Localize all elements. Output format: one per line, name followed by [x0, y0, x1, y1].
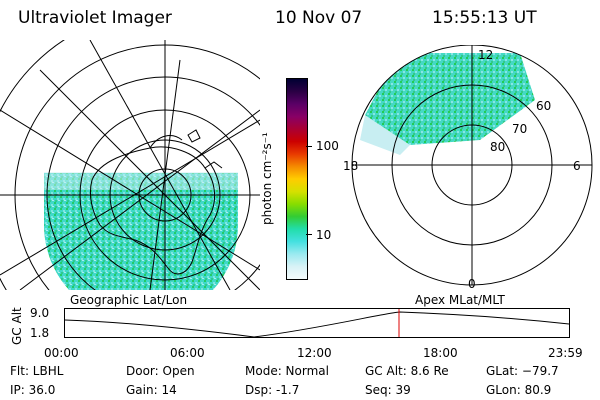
mlt-label-0: 0	[468, 277, 476, 291]
colorbar	[286, 78, 308, 280]
plot-xtick-3: 18:00	[423, 346, 458, 360]
mlat-label-60: 60	[536, 99, 551, 113]
dsp-info: Dsp: -1.7	[245, 383, 300, 397]
mode-info: Mode: Normal	[245, 364, 329, 378]
gc-alt-info: GC Alt: 8.6 Re	[365, 364, 449, 378]
ip-info: IP: 36.0	[10, 383, 56, 397]
orbit-altitude-plot	[64, 308, 570, 338]
glat-info: GLat: −79.7	[486, 364, 559, 378]
plot-left-title: Geographic Lat/Lon	[70, 293, 188, 307]
geographic-map	[0, 40, 260, 290]
colorbar-tick-100: 100	[316, 139, 339, 153]
plot-right-title: Apex MLat/MLT	[415, 293, 505, 307]
filter-info: Flt: LBHL	[10, 364, 64, 378]
plot-ylabel: GC Alt	[10, 307, 24, 345]
mlt-label-6: 6	[573, 159, 581, 173]
aurora-emission-right	[365, 53, 535, 145]
plot-xtick-0: 00:00	[44, 346, 79, 360]
mlat-label-80: 80	[490, 140, 505, 154]
plot-ytick-low: 1.8	[30, 326, 50, 340]
plot-xtick-2: 12:00	[297, 346, 332, 360]
date-label: 10 Nov 07	[275, 8, 363, 28]
mlt-label-18: 18	[343, 159, 358, 173]
magnetic-polar-map: 12 18 6 0 60 70 80	[343, 45, 593, 291]
altitude-curve	[64, 311, 570, 338]
time-label: 15:55:13 UT	[432, 8, 537, 28]
colorbar-gradient	[287, 79, 307, 279]
mlt-label-12: 12	[478, 48, 493, 62]
door-info: Door: Open	[126, 364, 195, 378]
seq-info: Seq: 39	[365, 383, 411, 397]
gain-info: Gain: 14	[126, 383, 177, 397]
mlat-label-70: 70	[512, 122, 527, 136]
plot-xtick-1: 06:00	[170, 346, 205, 360]
coastline-outline	[89, 146, 216, 275]
aurora-emission-left	[44, 173, 238, 290]
plot-ytick-high: 9.0	[30, 306, 50, 320]
plot-xtick-4: 23:59	[548, 346, 583, 360]
colorbar-unit-label: photon cm⁻²s⁻¹	[260, 132, 274, 225]
instrument-title: Ultraviolet Imager	[18, 8, 172, 28]
colorbar-tick-10: 10	[316, 228, 332, 242]
glon-info: GLon: 80.9	[486, 383, 552, 397]
